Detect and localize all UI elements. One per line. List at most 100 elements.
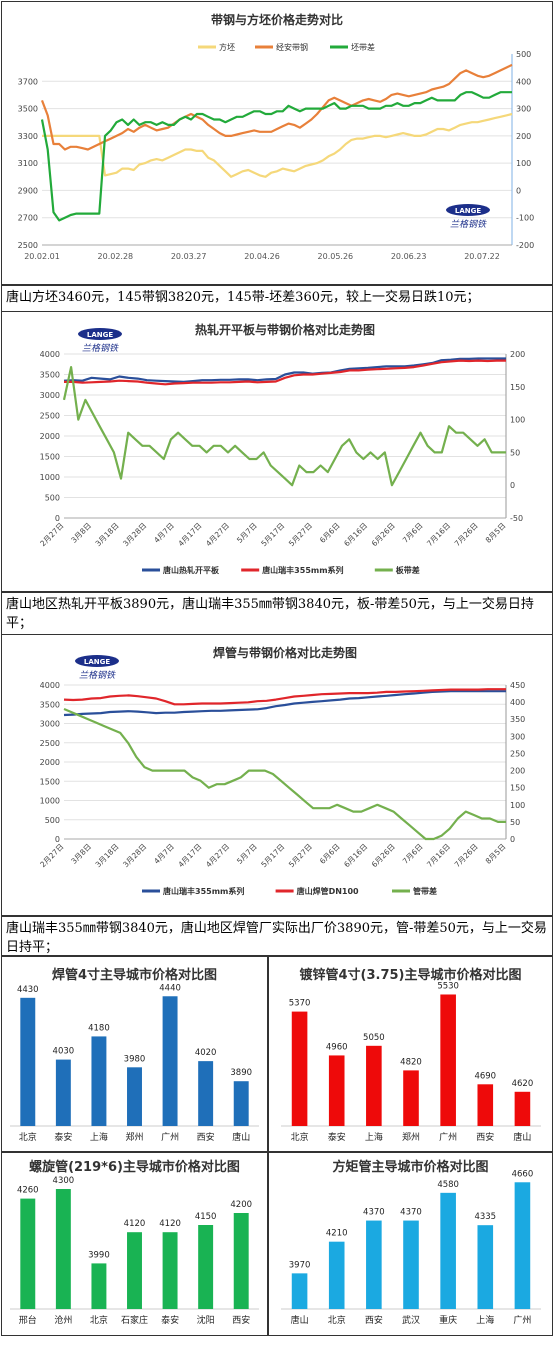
series-line-经安带钢: [40, 63, 513, 151]
y-tick-label: 500: [45, 816, 60, 825]
x-tick-label: 7月26日: [453, 842, 480, 869]
logo-text: 兰格钢铁: [450, 219, 487, 230]
y2-tick-label: 500: [516, 50, 531, 59]
x-tick-label: 3月8日: [69, 842, 93, 866]
bar-value-label: 4300: [53, 1176, 75, 1186]
series-line-坯带差: [40, 91, 512, 222]
logo-text: 兰格钢铁: [82, 343, 119, 354]
y-tick-label: 1500: [40, 453, 60, 462]
x-tick-label: 2月27日: [38, 842, 65, 869]
y2-tick-label: 100: [510, 416, 525, 425]
langer-logo: LANGE 兰格钢铁: [78, 328, 122, 354]
bar-北京: [291, 1011, 308, 1126]
x-tick-label: 5月7日: [235, 842, 259, 866]
y2-tick-label: -50: [510, 514, 523, 523]
bar-郑州: [403, 1070, 419, 1126]
y-tick-label: 2500: [40, 412, 60, 421]
bar-category-label: 广州: [513, 1314, 531, 1326]
bar-上海: [366, 1045, 382, 1126]
x-tick-label: 3月8日: [69, 521, 93, 545]
bar-category-label: 泰安: [54, 1131, 72, 1143]
bar-chart-title: 焊管4寸主导城市价格对比图: [52, 967, 217, 983]
bar-value-label: 5370: [289, 999, 311, 1009]
bar-郑州: [127, 1067, 142, 1126]
bar-value-label: 4120: [159, 1219, 181, 1229]
y-tick-label: 2000: [40, 758, 60, 767]
bar-北京: [328, 1241, 345, 1309]
bar-category-label: 北京: [19, 1131, 37, 1143]
y-tick-label: 3500: [40, 371, 60, 380]
y-tick-label: 3000: [40, 720, 60, 729]
bar-西安: [477, 1084, 494, 1126]
y-tick-label: 2700: [18, 214, 38, 223]
bar-value-label: 4960: [326, 1042, 348, 1052]
y2-tick-label: 50: [510, 818, 520, 827]
y-tick-label: 3500: [18, 105, 38, 114]
y2-tick-label: 150: [510, 383, 525, 392]
bar-chart-square-pipe: 方矩管主导城市价格对比图 3970 唐山 4210 北京 4370 西安 4370 武汉 4580…: [281, 1159, 541, 1326]
bar-category-label: 上海: [90, 1131, 108, 1143]
chart-billet-vs-strip: 带钢与方坯价格走势对比 2500 2700 2900 3100 3300 3500 3700 -…: [18, 12, 535, 261]
y2-tick-label: -100: [516, 214, 534, 223]
bar-value-label: 4820: [400, 1057, 422, 1067]
logo-mark: LANGE: [84, 658, 110, 666]
y2-tick-label: 200: [510, 350, 525, 359]
logo-ellipse: [78, 328, 122, 340]
y-tick-label: 3000: [40, 391, 60, 400]
y-tick-label: 500: [45, 494, 60, 503]
x-tick-label: 4月7日: [152, 842, 176, 866]
bar-category-label: 上海: [476, 1314, 494, 1326]
chart-weldpipe-vs-strip: 焊管与带钢价格对比走势图0500100015002000250030003500…: [38, 645, 525, 896]
bar-panel-weld-pipe: 焊管4寸主导城市价格对比图 4430 北京 4030 泰安 4180 上海 3980 郑州 444…: [1, 956, 268, 1152]
bar-广州: [440, 994, 456, 1126]
x-tick-label: 4月17日: [176, 521, 203, 548]
x-tick-label: 20.05.26: [318, 252, 354, 261]
x-tick-label: 2月27日: [38, 521, 65, 548]
x-tick-label: 4月27日: [204, 521, 231, 548]
bar-泰安: [55, 1059, 71, 1126]
series-line-唐山焊管DN100: [63, 688, 506, 706]
x-tick-label: 7月6日: [401, 521, 425, 545]
bar-category-label: 重庆: [439, 1314, 457, 1326]
y2-tick-label: 0: [510, 835, 515, 844]
bar-上海: [477, 1225, 494, 1309]
bar-value-label: 4370: [400, 1208, 422, 1218]
chart-panel-hotroll-strip: 热轧开平板与带钢价格对比走势图 0 500 1000 1500 2000 2500 3000 3…: [1, 311, 553, 592]
y2-tick-label: 250: [510, 749, 525, 758]
x-tick-label: 7月6日: [401, 842, 425, 866]
x-tick-label: 20.02.01: [24, 252, 60, 261]
y-tick-label: 2900: [18, 186, 38, 195]
bar-category-label: 泰安: [161, 1314, 179, 1326]
bar-category-label: 郑州: [402, 1131, 420, 1143]
bar-北京: [20, 997, 36, 1126]
y-tick-label: 4000: [40, 350, 60, 359]
bar-category-label: 西安: [197, 1131, 215, 1143]
y2-tick-label: 350: [510, 715, 525, 724]
y-tick-label: 4000: [40, 681, 60, 690]
x-tick-label: 5月17日: [259, 842, 286, 869]
y-tick-label: 1000: [40, 797, 60, 806]
x-tick-label: 6月26日: [370, 521, 397, 548]
y2-tick-label: 150: [510, 784, 525, 793]
bar-category-label: 唐山: [291, 1314, 309, 1326]
legend-label: 板带差: [396, 565, 420, 575]
legend-label: 方坯: [219, 42, 235, 52]
series-line-唐山瑞丰355mm系列: [64, 359, 506, 386]
bar-chart-spiral-pipe: 螺旋管(219*6)主导城市价格对比图 4260 邢台 4300 沧州 3990 北京 412…: [10, 1159, 259, 1326]
series-line-方坯: [42, 112, 513, 178]
bar-category-label: 北京: [328, 1314, 346, 1326]
x-tick-label: 6月16日: [342, 842, 369, 869]
bar-西安: [198, 1061, 214, 1126]
legend-label: 经安带钢: [276, 42, 308, 52]
logo-ellipse: [446, 204, 490, 216]
x-tick-label: 8月5日: [484, 842, 508, 866]
chart-title: 热轧开平板与带钢价格对比走势图: [195, 322, 375, 337]
x-tick-label: 4月7日: [152, 521, 176, 545]
bar-value-label: 3990: [88, 1250, 110, 1260]
bar-value-label: 4150: [195, 1212, 217, 1222]
chart-hotroll-vs-strip: 热轧开平板与带钢价格对比走势图0500100015002000250030003…: [38, 322, 525, 575]
legend-label: 坯带差: [351, 42, 375, 52]
y2-tick-label: 0: [516, 186, 521, 195]
legend-label: 唐山瑞丰355mm系列: [262, 565, 343, 575]
bar-category-label: 唐山: [232, 1131, 250, 1143]
